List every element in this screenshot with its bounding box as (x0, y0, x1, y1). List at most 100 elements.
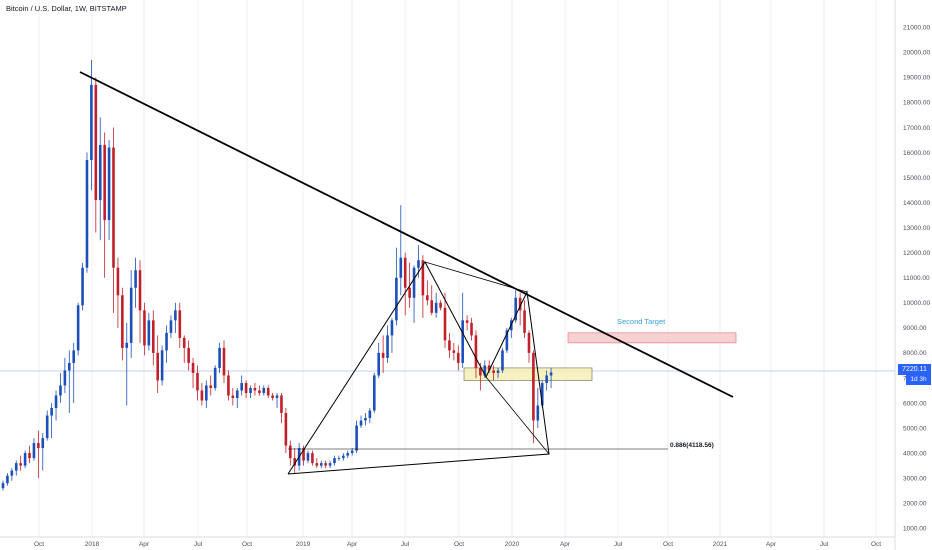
candle (249, 385, 252, 398)
candle (90, 59, 93, 191)
x-tick-label: Oct (34, 541, 44, 548)
candle (289, 440, 292, 466)
candle (399, 205, 403, 296)
x-tick-label: Oct (454, 541, 464, 548)
y-tick-label: 15000.00 (903, 175, 930, 182)
x-tick-label: Apr (766, 541, 777, 548)
candle (258, 385, 261, 396)
candle (182, 335, 186, 363)
x-tick-label: Jul (614, 541, 623, 548)
candle (94, 77, 98, 233)
y-tick-label: 20000.00 (903, 50, 930, 57)
pattern-leg (485, 376, 550, 455)
candle (129, 270, 133, 358)
candle (523, 300, 526, 338)
candle (474, 330, 478, 378)
x-tick-label: Oct (242, 541, 252, 548)
x-tick-label: Oct (663, 541, 673, 548)
time-axis[interactable]: Oct 2018 Apr Jul Oct 2019 Apr Jul Oct 2020 Apr Jul O… (34, 541, 881, 548)
candle (235, 387, 239, 409)
candle (63, 357, 67, 393)
candle (342, 453, 345, 461)
candle (514, 290, 518, 323)
y-tick-label: 21000.00 (903, 25, 930, 32)
candle (328, 460, 332, 469)
y-tick-label: 5000.00 (903, 425, 927, 432)
bar-countdown-badge: 1d 3h (906, 375, 931, 385)
candle (222, 340, 226, 383)
candle (390, 317, 394, 353)
candle (125, 322, 129, 406)
candle (116, 257, 120, 328)
candle (147, 312, 151, 351)
candle (306, 450, 310, 464)
main-trendline (79, 71, 734, 398)
candle (231, 387, 235, 406)
candle (14, 460, 18, 476)
zones (463, 332, 737, 381)
candle (284, 408, 288, 454)
candle (337, 455, 341, 461)
candle (324, 460, 327, 469)
y-tick-label: 19000.00 (903, 75, 930, 82)
candle (81, 262, 84, 311)
candle (505, 327, 509, 353)
x-tick-label: Jul (820, 541, 829, 548)
y-tick-label: 8000.00 (903, 350, 927, 357)
candle (479, 362, 482, 391)
y-tick-label: 13000.00 (903, 225, 930, 232)
candle (134, 257, 137, 308)
candle (280, 392, 283, 424)
x-tick-label: Apr (347, 541, 358, 548)
y-tick-label: 9000.00 (903, 325, 927, 332)
harmonic-pattern (287, 261, 550, 475)
candle (430, 285, 434, 316)
candle (492, 365, 495, 381)
candle (496, 367, 500, 378)
y-tick-label: 17000.00 (903, 125, 930, 132)
candle (355, 420, 358, 454)
candle (395, 247, 398, 326)
fib-level-label: 0.886(4118.56) (670, 442, 714, 449)
y-tick-label: 3000.00 (903, 475, 927, 482)
candle (169, 315, 173, 338)
candle (178, 302, 182, 348)
x-tick-label: 2019 (296, 541, 311, 548)
candle (315, 458, 319, 469)
candle (253, 382, 257, 396)
candle (10, 468, 14, 481)
candle (452, 342, 456, 361)
candle (165, 325, 168, 363)
candle (209, 375, 213, 396)
candle (527, 330, 531, 363)
x-tick-label: Oct (871, 541, 881, 548)
candle (191, 357, 195, 388)
x-tick-label: 2021 (713, 541, 728, 548)
candle (501, 347, 504, 373)
candle (28, 445, 31, 464)
candle (319, 460, 323, 469)
second-target-zone (567, 332, 737, 344)
current-price-badge: 7220.11 (898, 364, 931, 375)
pattern-leg (424, 261, 528, 293)
candle (381, 335, 385, 373)
candle (32, 438, 36, 461)
candle (403, 252, 407, 316)
candle (434, 292, 438, 318)
y-tick-label: 2000.00 (903, 501, 927, 508)
candle (45, 410, 49, 441)
candle (372, 372, 376, 414)
candle (205, 380, 208, 409)
x-tick-label: Jul (194, 541, 203, 548)
candle (6, 473, 9, 486)
candle (461, 292, 464, 368)
candle (103, 132, 106, 278)
candle (23, 450, 27, 469)
candle (244, 380, 248, 398)
candle (346, 450, 350, 459)
price-axis[interactable]: 21000.00 20000.00 19000.00 18000.00 17000.00… (903, 25, 930, 533)
candle (426, 280, 429, 306)
vertical-grid (38, 0, 877, 537)
candle (121, 287, 124, 361)
